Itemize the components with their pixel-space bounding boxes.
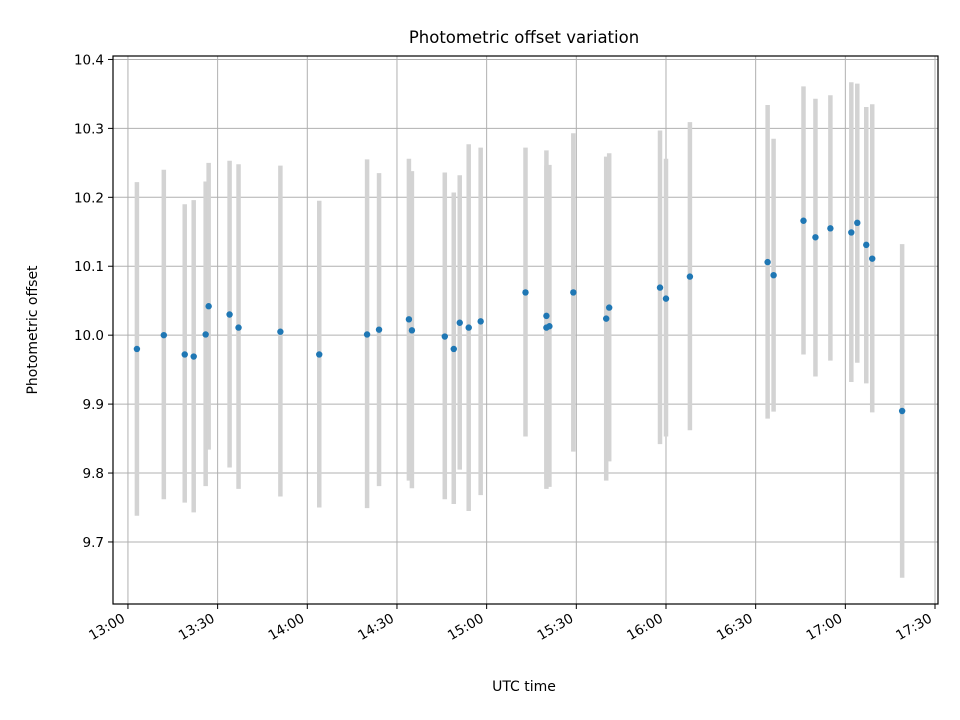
data-point	[202, 331, 209, 338]
data-point	[226, 311, 233, 318]
data-point	[662, 295, 670, 302]
data-point	[133, 345, 141, 353]
y-ticks: 9.7 9.8 9.9 10.0 10.1 10.2 10.3 10.4	[74, 52, 113, 551]
y-tick-label: 10.3	[74, 121, 104, 137]
y-axis-label: Photometric offset	[25, 265, 41, 395]
data-points	[133, 217, 906, 415]
data-point	[898, 407, 906, 415]
y-tick-label: 9.9	[83, 397, 104, 413]
y-tick-label: 10.4	[74, 52, 104, 68]
data-point	[408, 327, 416, 334]
data-point	[848, 229, 855, 236]
y-tick-label: 9.7	[83, 535, 104, 551]
data-point	[854, 219, 861, 227]
data-point	[603, 315, 610, 322]
x-axis-label: UTC time	[492, 679, 556, 695]
data-point	[827, 225, 834, 232]
data-point	[543, 312, 550, 320]
data-point	[656, 284, 664, 291]
y-tick-label: 10.0	[74, 328, 104, 344]
data-point	[812, 234, 819, 241]
data-point	[800, 217, 807, 224]
data-point	[605, 304, 613, 311]
data-point	[522, 289, 529, 296]
data-point	[863, 241, 870, 249]
data-point	[190, 353, 197, 360]
plot-frame	[112, 55, 939, 605]
data-point	[316, 351, 323, 358]
data-point	[477, 318, 484, 325]
data-point	[450, 345, 457, 353]
y-tick-label: 10.1	[74, 259, 104, 275]
data-point	[205, 303, 212, 310]
y-tick-label: 10.2	[74, 190, 104, 206]
data-point	[235, 324, 242, 331]
data-point	[456, 319, 463, 326]
data-point	[869, 255, 876, 262]
data-point	[181, 351, 188, 358]
data-point	[375, 326, 383, 333]
data-point	[160, 331, 168, 339]
data-point	[764, 258, 771, 266]
data-point	[770, 272, 777, 279]
data-point	[686, 273, 694, 280]
data-point	[363, 331, 371, 338]
data-point	[441, 333, 448, 340]
y-tick-label: 9.8	[83, 466, 104, 482]
data-point	[277, 328, 284, 335]
data-point	[465, 324, 472, 331]
data-point	[570, 289, 577, 296]
data-point	[546, 323, 553, 330]
data-point	[405, 316, 413, 323]
chart-title: Photometric offset variation	[409, 28, 639, 47]
